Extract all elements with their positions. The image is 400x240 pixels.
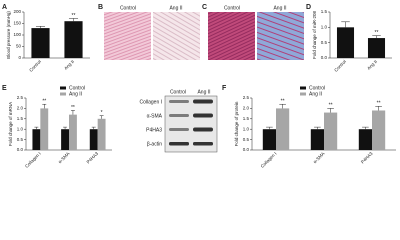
bar xyxy=(32,129,41,150)
bar xyxy=(276,108,290,150)
y-tick-label: 1.5 xyxy=(321,9,328,14)
y-tick-label: 2.5 xyxy=(243,95,250,100)
y-tick-label: 1.5 xyxy=(243,116,250,121)
significance: * xyxy=(101,110,103,116)
micrograph xyxy=(208,12,255,60)
image-title: Control xyxy=(120,5,136,11)
x-tick-label: Ang II xyxy=(366,59,378,71)
bar xyxy=(372,110,386,150)
image-title: Ang II xyxy=(273,5,286,11)
significance: ** xyxy=(42,99,46,105)
y-axis-label: Blood pressure (mmHg) xyxy=(6,11,11,59)
panel-b: B Control Ang II xyxy=(98,4,200,60)
significance: ** xyxy=(281,99,285,105)
y-tick-label: 100 xyxy=(13,32,21,37)
image-title: Control xyxy=(224,5,240,11)
y-tick-label: 2.5 xyxy=(17,95,24,100)
micrograph xyxy=(257,12,304,60)
y-tick-label: 2.0 xyxy=(243,106,250,111)
bar xyxy=(89,129,98,150)
blot-row: α-SMA xyxy=(147,113,163,119)
y-tick-label: 2.0 xyxy=(17,106,24,111)
micrograph xyxy=(153,12,200,60)
panel-label: B xyxy=(98,4,103,11)
y-tick-label: 0.0 xyxy=(17,147,24,152)
bar xyxy=(262,129,276,150)
bar xyxy=(31,28,50,58)
x-tick-label: P4HA3 xyxy=(86,151,100,165)
x-tick-label: Collagen I xyxy=(24,151,42,168)
legend-swatch xyxy=(300,92,306,96)
y-tick-label: 1.5 xyxy=(17,116,24,121)
bar xyxy=(367,38,386,58)
x-tick-label: P4HA3 xyxy=(360,151,374,165)
significance: ** xyxy=(377,101,381,107)
legend-label: Ang II xyxy=(309,91,322,97)
x-tick-label: Collagen I xyxy=(260,151,278,168)
bar xyxy=(358,129,372,150)
y-tick-label: 150 xyxy=(13,21,21,26)
y-tick-label: 0.5 xyxy=(17,137,24,142)
significance: ** xyxy=(71,105,75,111)
y-tick-label: 200 xyxy=(13,9,21,14)
panel-label: F xyxy=(222,85,227,92)
blot-row: β-actin xyxy=(147,141,162,147)
blot-bands xyxy=(169,99,213,146)
legend-label: Ang II xyxy=(69,91,82,97)
panel-label: E xyxy=(2,85,7,92)
legend-swatch xyxy=(60,92,66,96)
legend-label: Control xyxy=(309,85,325,91)
x-tick-label: Ang II xyxy=(63,59,75,71)
bar xyxy=(310,129,324,150)
bar xyxy=(64,21,83,58)
y-tick-label: 50 xyxy=(16,44,22,49)
figure: B Control Ang II C Control Ang II Contro… xyxy=(2,4,396,169)
y-tick-label: 1.0 xyxy=(243,126,250,131)
blot-column: Control xyxy=(170,89,186,95)
y-tick-label: 1.0 xyxy=(321,25,328,30)
blot-column: Ang II xyxy=(197,89,210,95)
bar xyxy=(69,114,77,150)
blot-row: Collagen I xyxy=(139,99,162,105)
legend-swatch xyxy=(60,86,66,90)
legend-swatch xyxy=(300,86,306,90)
panel-c: C Control Ang II xyxy=(202,4,304,60)
y-axis-label: Fold change of miR-208 xyxy=(312,10,317,59)
bar xyxy=(97,118,106,150)
y-tick-label: 0 xyxy=(18,55,21,60)
x-tick-label: Control xyxy=(333,59,347,73)
y-tick-label: 0.5 xyxy=(321,40,328,45)
x-tick-label: α-SMA xyxy=(312,151,325,164)
western-blot: Control Ang II Collagen I α-SMA P4HA3 β-… xyxy=(139,89,218,153)
blot-row: P4HA3 xyxy=(146,127,162,133)
bar xyxy=(61,129,69,150)
significance: ** xyxy=(329,103,333,109)
panel-label: A xyxy=(2,4,7,11)
y-axis-label: Fold change of mRNA xyxy=(8,102,13,146)
legend-label: Control xyxy=(69,85,85,91)
y-axis-label: Fold change of protein xyxy=(234,101,239,146)
bar xyxy=(336,27,355,58)
significance: ** xyxy=(375,30,379,36)
micrograph xyxy=(104,12,151,60)
bar xyxy=(324,112,338,150)
panel-label: D xyxy=(306,4,311,11)
x-tick-label: α-SMA xyxy=(57,151,70,164)
panel-label: C xyxy=(202,4,207,11)
x-tick-label: Control xyxy=(28,59,42,73)
y-tick-label: 0.5 xyxy=(243,137,250,142)
image-title: Ang II xyxy=(169,5,182,11)
y-tick-label: 1.0 xyxy=(17,126,24,131)
bar xyxy=(40,108,49,150)
significance: ** xyxy=(72,13,76,19)
y-tick-label: 0.0 xyxy=(243,147,250,152)
y-tick-label: 0.0 xyxy=(321,55,328,60)
